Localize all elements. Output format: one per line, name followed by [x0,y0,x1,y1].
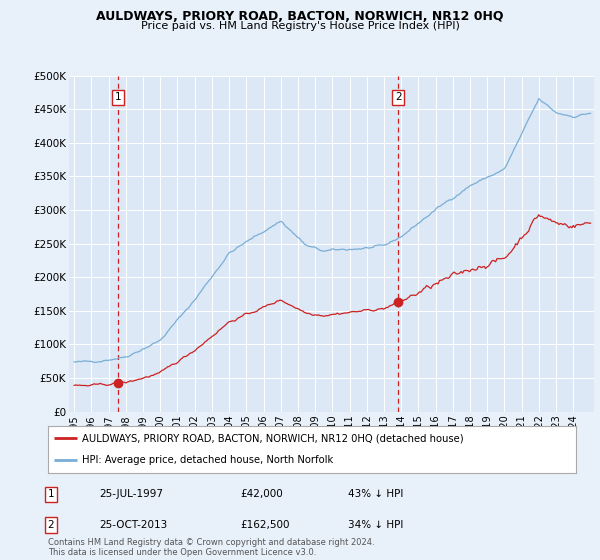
Text: 43% ↓ HPI: 43% ↓ HPI [348,489,403,499]
Text: 2: 2 [47,520,55,530]
Text: 25-JUL-1997: 25-JUL-1997 [99,489,163,499]
Text: AULDWAYS, PRIORY ROAD, BACTON, NORWICH, NR12 0HQ (detached house): AULDWAYS, PRIORY ROAD, BACTON, NORWICH, … [82,433,464,444]
Text: Contains HM Land Registry data © Crown copyright and database right 2024.
This d: Contains HM Land Registry data © Crown c… [48,538,374,557]
Text: AULDWAYS, PRIORY ROAD, BACTON, NORWICH, NR12 0HQ: AULDWAYS, PRIORY ROAD, BACTON, NORWICH, … [96,10,504,23]
Text: 2: 2 [395,92,401,102]
Text: 1: 1 [47,489,55,499]
Text: HPI: Average price, detached house, North Norfolk: HPI: Average price, detached house, Nort… [82,455,334,465]
Text: 25-OCT-2013: 25-OCT-2013 [99,520,167,530]
Text: £162,500: £162,500 [240,520,290,530]
Text: 1: 1 [115,92,122,102]
Text: 34% ↓ HPI: 34% ↓ HPI [348,520,403,530]
Text: Price paid vs. HM Land Registry's House Price Index (HPI): Price paid vs. HM Land Registry's House … [140,21,460,31]
Text: £42,000: £42,000 [240,489,283,499]
